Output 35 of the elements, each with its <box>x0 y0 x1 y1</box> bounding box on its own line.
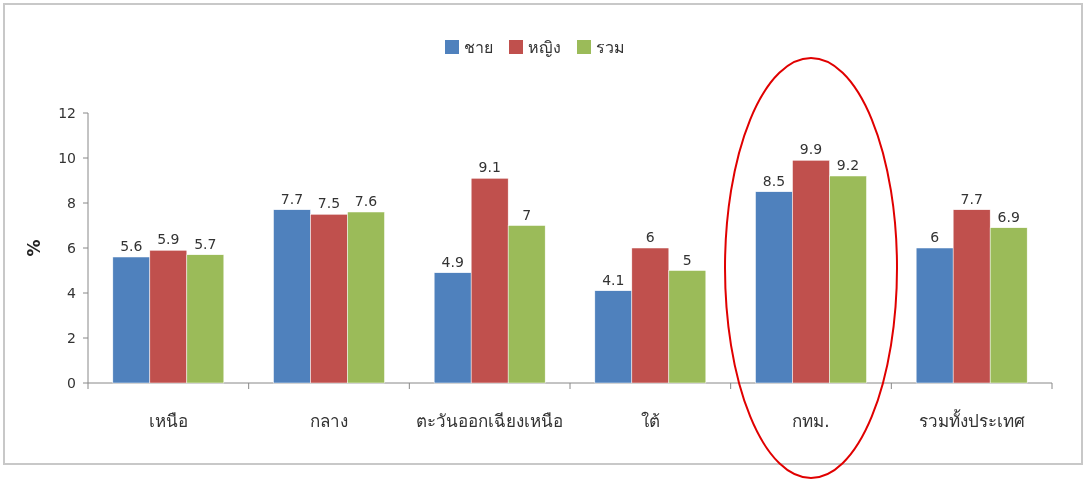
data-label: 9.2 <box>836 157 860 173</box>
legend-label: รวม <box>596 38 625 57</box>
legend-label: ชาย <box>464 38 493 57</box>
data-label: 9.1 <box>478 159 501 176</box>
data-label: 5.9 <box>157 231 180 248</box>
y-tick-label: 2 <box>67 330 76 346</box>
y-tick-label: 12 <box>58 105 76 121</box>
x-tick-label: เหนือ <box>148 411 188 431</box>
x-tick-label: ใต้ <box>640 411 660 431</box>
data-label: 5 <box>682 251 692 268</box>
data-label: 7.7 <box>280 190 304 207</box>
y-tick-label: 10 <box>58 150 76 166</box>
x-tick-label: กลาง <box>310 411 348 431</box>
data-label: 7.6 <box>354 193 378 209</box>
x-tick-label: ตะวันออกเฉียงเหนือ <box>416 411 564 431</box>
y-tick-label: 6 <box>67 240 77 256</box>
x-tick-label: รวมทั้งประเทศ <box>918 409 1025 431</box>
data-label: 7.5 <box>317 195 341 212</box>
legend-label: หญิง <box>528 38 561 57</box>
y-axis-title: % <box>24 239 44 257</box>
data-label: 9.9 <box>799 141 823 158</box>
data-label: 7 <box>522 206 532 223</box>
data-label: 6 <box>645 229 655 245</box>
data-label: 5.7 <box>194 235 217 252</box>
data-label: 5.6 <box>120 238 143 254</box>
data-label: 6 <box>930 229 940 245</box>
data-label: 4.1 <box>602 271 625 288</box>
data-label: 4.9 <box>441 253 464 270</box>
y-tick-label: 4 <box>67 285 77 301</box>
y-tick-label: 8 <box>67 195 76 211</box>
data-label: 8.5 <box>762 172 786 189</box>
data-label: 7.7 <box>960 190 983 207</box>
y-tick-label: 0 <box>67 375 76 391</box>
data-label: 6.9 <box>997 208 1020 225</box>
x-tick-label: กทม. <box>792 411 830 431</box>
